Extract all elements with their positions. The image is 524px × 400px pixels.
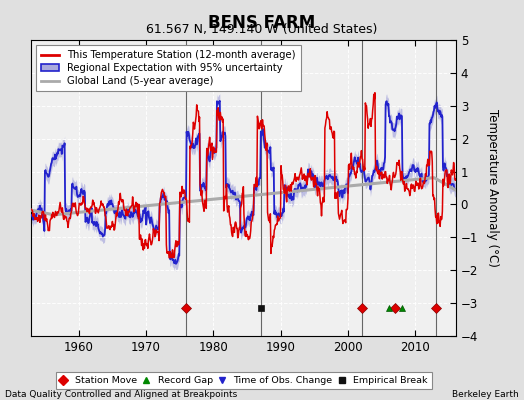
Y-axis label: Temperature Anomaly (°C): Temperature Anomaly (°C) (486, 109, 499, 267)
Text: BENS FARM: BENS FARM (209, 14, 315, 32)
Text: Berkeley Earth: Berkeley Earth (452, 390, 519, 399)
Text: 61.567 N, 149.140 W (United States): 61.567 N, 149.140 W (United States) (146, 23, 378, 36)
Legend: Station Move, Record Gap, Time of Obs. Change, Empirical Break: Station Move, Record Gap, Time of Obs. C… (56, 372, 432, 389)
Text: Data Quality Controlled and Aligned at Breakpoints: Data Quality Controlled and Aligned at B… (5, 390, 237, 399)
